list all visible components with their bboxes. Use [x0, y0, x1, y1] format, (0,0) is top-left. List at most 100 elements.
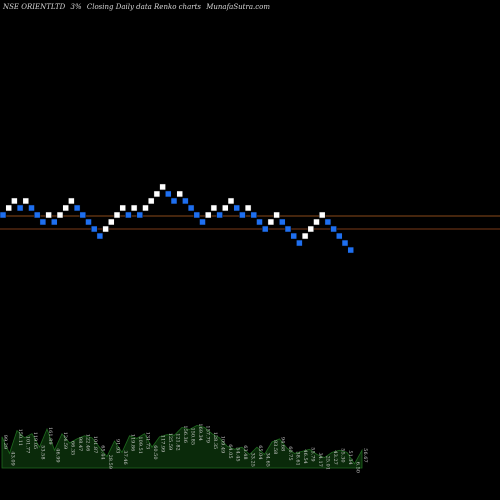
renko-brick: [90, 225, 98, 233]
volume-value-label: 33.25: [250, 453, 256, 467]
volume-value-label: 65.04: [257, 445, 263, 459]
renko-brick: [307, 225, 315, 233]
volume-value-label: 37.46: [122, 450, 128, 464]
renko-brick: [108, 218, 115, 226]
renko-brick: [51, 218, 58, 226]
volume-value-label: 101.87: [92, 436, 98, 454]
renko-brick: [336, 232, 343, 240]
volume-value-label: 53.58: [40, 445, 46, 459]
renko-brick: [284, 225, 292, 233]
volume-value-label: 125.59: [167, 433, 173, 451]
volume-value-label: 98.47: [77, 437, 83, 451]
renko-brick: [79, 211, 87, 219]
volume-value-label: 99.29: [2, 435, 8, 449]
volume-value-label: 94.68: [280, 437, 286, 451]
volume-value-label: 65.44: [100, 445, 106, 459]
renko-brick: [142, 204, 149, 212]
volume-value-label: 25.01: [325, 456, 331, 470]
renko-brick: [62, 204, 69, 212]
renko-brick: [33, 211, 41, 219]
renko-brick: [5, 204, 12, 212]
volume-value-label: 64.05: [227, 444, 233, 458]
renko-brick: [73, 204, 81, 212]
renko-brick: [261, 225, 269, 233]
reference-lines: [0, 215, 500, 230]
volume-value-label: 150.85: [190, 428, 196, 446]
renko-brick: [159, 183, 166, 191]
volume-value-label: 34.65: [265, 453, 271, 467]
renko-brick: [170, 197, 178, 205]
volume-value-label: 109.49: [220, 436, 226, 454]
renko-brick: [341, 239, 349, 247]
renko-brick: [267, 218, 275, 226]
volume-value-label: 55.30: [340, 448, 346, 462]
renko-brick: [0, 211, 7, 219]
renko-brick: [210, 204, 218, 212]
volume-value-label: 101.77: [25, 436, 31, 454]
volume-value-label: 51.34: [347, 450, 353, 464]
renko-brick: [318, 211, 326, 219]
volume-value-label: 169.34: [197, 423, 203, 441]
volume-value-label: 56.67: [362, 448, 368, 462]
volume-value-label: 157.79: [205, 425, 211, 443]
site-label: MunafaSutra.com: [205, 3, 270, 11]
renko-brick: [16, 204, 24, 212]
renko-brick: [233, 204, 240, 212]
renko-brick: [330, 225, 337, 233]
volume-value-label: 6.50: [355, 462, 361, 473]
volume-value-label: 150.11: [17, 429, 23, 447]
volume-value-label: 60.50: [152, 445, 158, 459]
renko-brick: [56, 211, 64, 219]
volume-value-label: 55.79: [310, 447, 316, 461]
renko-brick: [244, 204, 252, 212]
volume-value-label: 156.36: [182, 425, 188, 443]
volume-value-label: 131.73: [145, 432, 151, 450]
volume-value-label: 117.99: [160, 435, 166, 453]
volume-value-label: 46.99: [55, 448, 61, 462]
renko-brick: [187, 204, 195, 212]
volume-value-label: 60.75: [287, 446, 293, 460]
renko-brick: [102, 225, 109, 233]
volume-value-label: 28.59: [107, 455, 113, 469]
renko-brick: [153, 190, 161, 198]
volume-value-label: 54.45: [235, 447, 241, 461]
renko-brick: [204, 211, 212, 219]
renko-brick: [301, 232, 309, 240]
volume-value-label: 109.51: [137, 436, 143, 454]
renko-brick: [273, 211, 280, 219]
renko-brick: [125, 211, 132, 219]
volume-area-path: [1, 424, 363, 469]
renko-brick: [313, 218, 320, 226]
volume-value-label: 66.35: [70, 441, 76, 455]
renko-brick: [239, 211, 246, 219]
renko-brick: [45, 211, 52, 219]
volume-value-label: 83.58: [272, 440, 278, 454]
volume-value-label: 121.82: [175, 433, 181, 451]
volume-value-label: 161.89: [47, 427, 53, 445]
chart-header: NSE ORIENTLTD 3% Closing Daily data Renk…: [2, 3, 270, 11]
renko-brick: [176, 190, 183, 198]
renko-brick: [28, 204, 35, 212]
renko-brick: [119, 204, 126, 212]
renko-brick: [290, 232, 297, 240]
renko-bricks: [0, 183, 354, 254]
renko-brick: [113, 211, 121, 219]
renko-brick: [130, 204, 138, 212]
renko-brick: [96, 232, 104, 240]
volume-value-label: 124.59: [62, 432, 68, 450]
renko-brick: [39, 218, 47, 226]
renko-brick: [147, 197, 155, 205]
renko-brick: [296, 239, 303, 247]
renko-brick: [222, 204, 229, 212]
volume-value-label: 119.05: [32, 432, 38, 450]
renko-brick: [199, 218, 206, 226]
renko-brick: [193, 211, 201, 219]
renko-brick: [216, 211, 223, 219]
volume-value-label: 43.27: [332, 450, 338, 464]
volume-value-label: 63.48: [242, 445, 248, 459]
renko-brick: [11, 197, 18, 205]
volume-value-label: 46.54: [302, 449, 308, 463]
volume-value-label: 34.17: [317, 453, 323, 467]
